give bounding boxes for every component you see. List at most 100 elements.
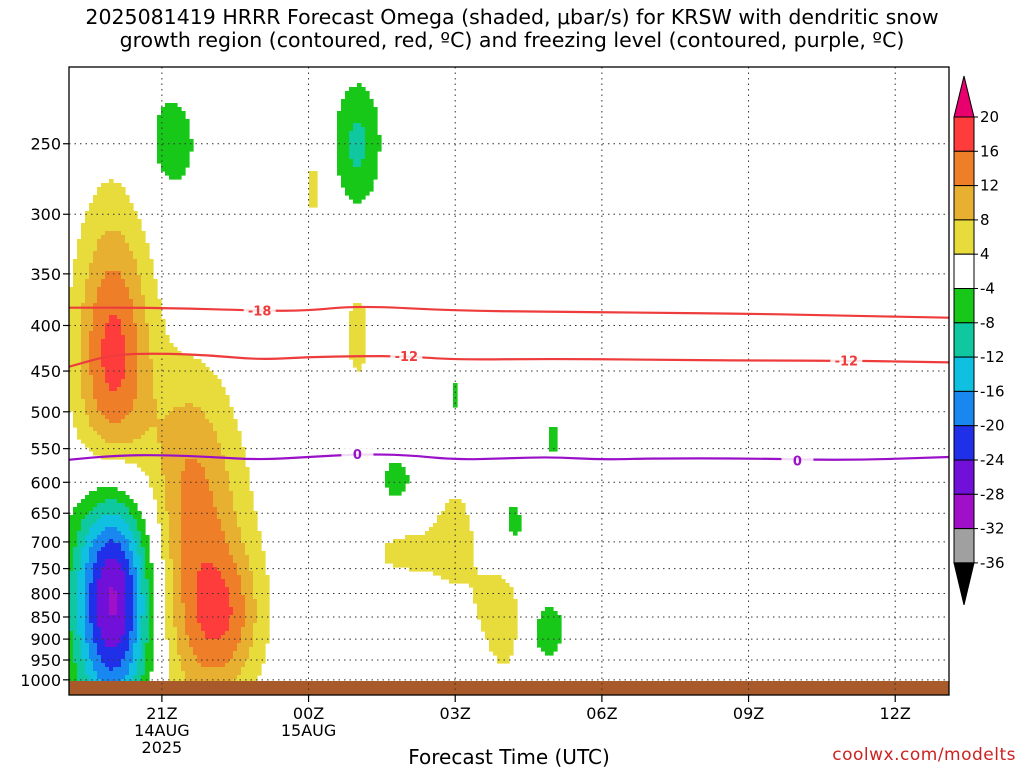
- omega-shade-cell: [89, 607, 98, 612]
- omega-shade-cell: [69, 667, 78, 672]
- watermark-link[interactable]: coolwx.com/modelts: [832, 745, 1016, 765]
- omega-shade-cell: [89, 271, 106, 276]
- omega-shade-cell: [149, 619, 154, 624]
- omega-shade-cell: [237, 523, 258, 528]
- omega-shade-cell: [89, 203, 134, 208]
- omega-shade-cell: [97, 519, 126, 524]
- omega-shade-cell: [141, 587, 150, 592]
- omega-shade-cell: [141, 287, 158, 292]
- omega-shade-cell: [85, 667, 94, 672]
- omega-shade-cell: [105, 271, 122, 276]
- omega-shade-cell: [353, 307, 366, 312]
- omega-shade-cell: [217, 507, 234, 512]
- omega-shade-cell: [69, 567, 74, 572]
- omega-shade-cell: [165, 483, 182, 488]
- omega-shade-cell: [97, 651, 126, 656]
- omega-shade-cell: [181, 471, 206, 476]
- omega-shade-cell: [125, 347, 138, 352]
- omega-shade-cell: [249, 555, 266, 560]
- axes: 250 300 350 400 450 500 550 600 650 700 750 800 850 9…: [20, 66, 950, 757]
- omega-shade-cell: [85, 639, 94, 644]
- omega-shade-cell: [229, 487, 250, 492]
- omega-shade-cell: [389, 467, 406, 472]
- omega-shade-cell: [537, 627, 562, 632]
- omega-shade-cell: [77, 243, 98, 248]
- omega-shade-cell: [197, 459, 226, 464]
- omega-shade-cell: [181, 523, 222, 528]
- omega-shade-cell: [245, 623, 254, 628]
- omega-shade-cell: [97, 623, 126, 628]
- omega-shade-cell: [365, 139, 382, 144]
- omega-shade-cell: [161, 447, 222, 452]
- omega-shade-cell: [201, 623, 230, 628]
- omega-shade-cell: [137, 387, 154, 392]
- omega-shade-cell: [133, 303, 146, 308]
- omega-shade-cell: [149, 603, 154, 608]
- omega-shade-cell: [161, 107, 182, 112]
- omega-shade-cell: [141, 615, 150, 620]
- omega-shade-cell: [141, 651, 146, 656]
- omega-shade-cell: [229, 551, 246, 556]
- omega-shade-cell: [149, 355, 194, 360]
- omega-shade-cell: [169, 411, 206, 416]
- y-tick-label: 750: [30, 560, 61, 579]
- omega-shade-cell: [449, 579, 506, 584]
- omega-shade-cell: [309, 191, 318, 196]
- omega-shade-cell: [405, 535, 474, 540]
- omega-shade-cell: [133, 311, 146, 316]
- omega-shade-cell: [337, 135, 350, 140]
- omega-shade-cell: [185, 623, 202, 628]
- x-tick-label: 21Z: [146, 704, 177, 723]
- omega-shade-cell: [89, 611, 98, 616]
- omega-shade-cell: [69, 555, 74, 560]
- omega-shade-cell: [81, 527, 90, 532]
- omega-shade-cell: [81, 227, 142, 232]
- omega-shade-cell: [141, 291, 158, 296]
- omega-shade-cell: [129, 523, 138, 528]
- omega-shade-cell: [245, 547, 262, 552]
- omega-shade-cell: [125, 503, 138, 508]
- omega-shade-cell: [85, 579, 94, 584]
- omega-shade-cell: [385, 547, 474, 552]
- omega-shade-cell: [81, 375, 94, 380]
- omega-shade-cell: [73, 279, 86, 284]
- omega-shade-cell: [93, 563, 106, 568]
- omega-shade-cell: [173, 567, 182, 572]
- omega-shade-cell: [133, 559, 142, 564]
- omega-shade-cell: [101, 283, 126, 288]
- omega-shade-cell: [77, 539, 86, 544]
- omega-shade-cell: [173, 599, 182, 604]
- omega-shade-cell: [109, 539, 114, 544]
- omega-shade-cell: [133, 407, 158, 412]
- omega-shade-cell: [137, 395, 154, 400]
- omega-shade-cell: [253, 583, 270, 588]
- omega-shade-cell: [93, 251, 134, 256]
- omega-shade-cell: [489, 639, 514, 644]
- omega-shade-cell: [145, 655, 154, 660]
- omega-shade-cell: [101, 363, 126, 368]
- omega-shade-cell: [253, 643, 266, 648]
- omega-shade-cell: [173, 579, 182, 584]
- omega-shade-cell: [69, 575, 78, 580]
- omega-shade-cell: [149, 339, 170, 344]
- omega-shade-cell: [73, 659, 86, 664]
- omega-shade-cell: [77, 531, 90, 536]
- omega-shade-cell: [81, 651, 90, 656]
- omega-shade-cell: [157, 403, 186, 408]
- omega-shade-cell: [125, 599, 134, 604]
- omega-shade-cell: [309, 187, 318, 192]
- omega-shade-cell: [173, 591, 182, 596]
- omega-shade-cell: [217, 567, 238, 572]
- omega-shade-cell: [105, 527, 118, 532]
- omega-shade-cell: [101, 359, 126, 364]
- omega-shade-cell: [145, 663, 154, 668]
- omega-shade-cell: [389, 463, 402, 468]
- omega-shade-cell: [149, 615, 154, 620]
- omega-shade-cell: [241, 635, 254, 640]
- omega-shade-cell: [541, 611, 558, 616]
- omega-shade-cell: [253, 587, 270, 592]
- omega-shade-cell: [93, 639, 106, 644]
- omega-shade-cell: [353, 159, 362, 164]
- omega-shade-cell: [365, 135, 382, 140]
- omega-shade-cell: [77, 663, 86, 668]
